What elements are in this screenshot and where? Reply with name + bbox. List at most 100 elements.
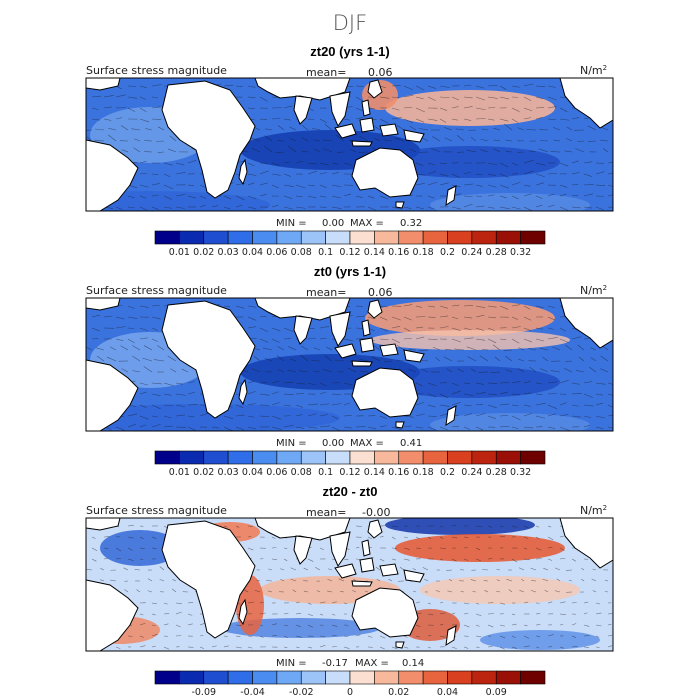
wind-arrow xyxy=(295,393,304,395)
wind-arrow xyxy=(289,138,297,142)
wind-arrow xyxy=(460,590,465,593)
wind-arrow xyxy=(91,536,96,539)
panel-1-mean-value: 0.06 xyxy=(368,286,393,299)
wind-arrow xyxy=(420,368,429,373)
wind-arrow xyxy=(151,633,158,637)
wind-arrow xyxy=(559,624,564,626)
wind-arrow xyxy=(331,426,341,431)
wind-arrow xyxy=(391,117,402,120)
wind-arrow xyxy=(295,184,306,189)
colorbar-tick-label: -0.02 xyxy=(289,687,314,698)
wind-arrow xyxy=(607,404,613,408)
colorbar-swatch xyxy=(325,450,351,465)
wind-arrow xyxy=(559,184,568,188)
colorbar-swatch xyxy=(276,670,302,685)
wind-arrow xyxy=(91,327,100,332)
wind-arrow xyxy=(271,415,282,420)
wind-arrow xyxy=(583,612,588,615)
wind-arrow xyxy=(175,611,182,615)
wind-arrow xyxy=(264,135,273,142)
colorbar-swatch xyxy=(447,230,473,245)
wind-arrow xyxy=(151,624,156,627)
wind-arrow xyxy=(554,590,561,593)
colorbar-swatch xyxy=(325,230,351,245)
wind-arrow xyxy=(110,579,117,582)
wind-arrow xyxy=(496,590,501,593)
wind-arrow xyxy=(592,590,597,593)
colorbar-tick-label: 0.03 xyxy=(218,467,239,478)
wind-arrow xyxy=(247,547,254,551)
wind-arrow xyxy=(439,393,449,399)
wind-arrow xyxy=(277,369,285,373)
wind-arrow xyxy=(475,525,482,527)
wind-arrow xyxy=(172,579,177,582)
wind-arrow xyxy=(447,590,453,593)
wind-arrow xyxy=(595,393,604,396)
wind-arrow xyxy=(280,568,285,571)
wind-arrow xyxy=(571,602,577,604)
wind-arrow xyxy=(419,128,429,131)
wind-arrow xyxy=(607,635,613,637)
wind-arrow xyxy=(151,415,159,418)
wind-arrow xyxy=(175,172,186,175)
wind-arrow xyxy=(151,316,161,320)
wind-arrow xyxy=(439,315,449,318)
wind-arrow xyxy=(151,194,159,197)
wind-arrow xyxy=(283,184,294,187)
wind-arrow xyxy=(343,415,352,417)
wind-arrow xyxy=(313,148,321,153)
wind-arrow xyxy=(487,96,498,99)
wind-arrow xyxy=(540,140,549,142)
wind-arrow xyxy=(451,304,460,307)
wind-arrow xyxy=(511,558,518,563)
wind-arrow xyxy=(451,106,459,109)
wind-arrow xyxy=(384,360,393,363)
wind-arrow xyxy=(271,426,282,431)
wind-arrow xyxy=(343,602,348,604)
wind-arrow xyxy=(410,148,417,153)
wind-arrow xyxy=(427,305,435,308)
wind-arrow xyxy=(235,404,244,408)
wind-arrow xyxy=(311,360,321,362)
wind-arrow xyxy=(547,204,555,208)
wind-arrow xyxy=(307,413,317,417)
wind-arrow xyxy=(319,337,327,340)
wind-arrow xyxy=(463,327,472,331)
wind-arrow xyxy=(307,602,312,605)
wind-arrow xyxy=(456,135,465,142)
wind-arrow xyxy=(494,356,501,362)
wind-arrow xyxy=(139,206,148,211)
wind-arrow xyxy=(523,525,529,529)
wind-arrow xyxy=(432,346,441,351)
wind-arrow xyxy=(451,425,460,428)
colorbar-tick-label: 0.16 xyxy=(388,467,409,478)
colorbar-tick-label: 0.14 xyxy=(364,467,385,478)
wind-arrow xyxy=(277,346,285,351)
wind-arrow xyxy=(602,345,609,351)
wind-arrow xyxy=(319,635,326,638)
wind-arrow xyxy=(475,184,483,187)
colorbar-swatch xyxy=(154,230,180,245)
wind-arrow xyxy=(295,426,305,429)
panel-1-min-label: MIN = xyxy=(276,438,307,449)
wind-arrow xyxy=(493,127,501,131)
panel-0-title: zt20 (yrs 1-1) xyxy=(310,44,389,59)
wind-arrow xyxy=(470,368,477,373)
wind-arrow xyxy=(323,148,333,153)
wind-arrow xyxy=(147,590,153,593)
colorbar-swatch xyxy=(349,670,375,685)
wind-arrow xyxy=(300,354,309,362)
wind-arrow xyxy=(247,601,254,604)
colorbar-swatch xyxy=(422,450,448,465)
wind-arrow xyxy=(475,547,481,551)
wind-arrow xyxy=(535,195,543,199)
panel-2-frame xyxy=(85,517,614,652)
wind-arrow xyxy=(523,193,532,197)
wind-arrow xyxy=(187,381,195,384)
wind-arrow xyxy=(223,635,228,638)
colorbar-swatch xyxy=(203,450,229,465)
wind-arrow xyxy=(463,316,473,319)
wind-arrow xyxy=(175,162,185,166)
wind-arrow xyxy=(127,305,135,309)
colorbar-swatch xyxy=(495,450,521,465)
